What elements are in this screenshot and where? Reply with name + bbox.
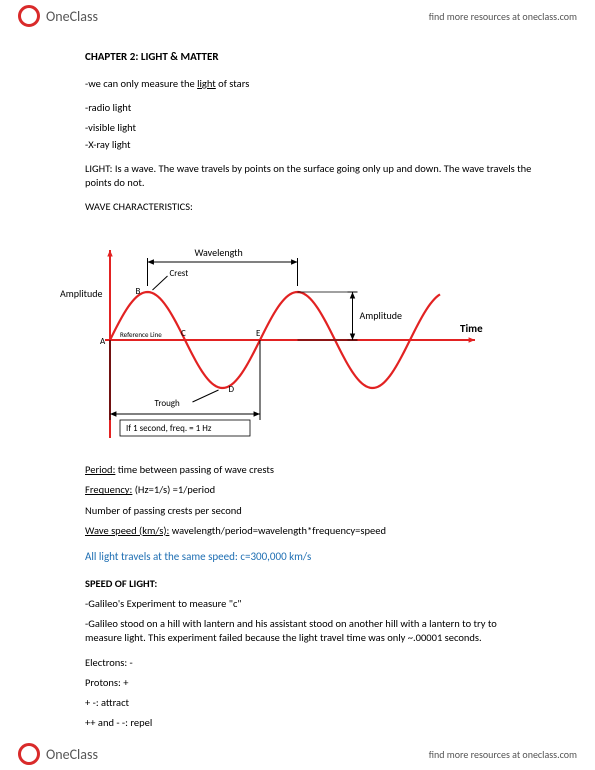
- intro-suffix: of stars: [216, 77, 249, 90]
- chapter-title: CHAPTER 2: LIGHT & MATTER: [85, 50, 535, 63]
- brand: OneClass: [18, 5, 98, 27]
- intro-line: -we can only measure the light of stars: [85, 77, 535, 91]
- wave-speed-def: Wave speed (km/s): wavelength/period=wav…: [85, 524, 535, 538]
- speed-of-light-statement: All light travels at the same speed: c=3…: [85, 550, 535, 563]
- wave-speed-label: Wave speed (km/s):: [85, 524, 169, 537]
- bottom-bar: OneClass find more resources at oneclass…: [0, 738, 595, 770]
- resources-link[interactable]: find more resources at oneclass.com: [429, 10, 577, 23]
- svg-text:If 1 second, freq. = 1 Hz: If 1 second, freq. = 1 Hz: [126, 423, 212, 434]
- svg-text:D: D: [229, 384, 235, 395]
- document-body: CHAPTER 2: LIGHT & MATTER -we can only m…: [85, 50, 535, 730]
- svg-text:Trough: Trough: [155, 398, 181, 409]
- period-text: time between passing of wave crests: [115, 463, 274, 476]
- intro-underline: light: [197, 77, 216, 90]
- brand-footer: OneClass: [18, 743, 98, 765]
- wave-diagram-svg: Reference Line A B C D E Amplitude Time Waveleng…: [55, 220, 495, 445]
- brand-text-footer: OneClass: [46, 746, 98, 763]
- sol-line-2: -Galileo stood on a hill with lantern an…: [85, 617, 535, 645]
- repel-line: ++ and - -: repel: [85, 716, 535, 730]
- brand-text: OneClass: [46, 8, 98, 25]
- frequency-label: Frequency:: [85, 483, 132, 496]
- light-definition: LIGHT: Is a wave. The wave travels by po…: [85, 162, 535, 190]
- list-item: -visible light: [85, 121, 535, 135]
- svg-text:Crest: Crest: [170, 268, 189, 279]
- wave-speed-text: wavelength/period=wavelength*frequency=s…: [169, 524, 386, 537]
- wave-chart: Reference Line A B C D E Amplitude Time Waveleng…: [55, 220, 535, 445]
- frequency-text: (Hz=1/s) =1/period: [132, 483, 215, 496]
- svg-text:Wavelength: Wavelength: [195, 246, 243, 259]
- svg-text:A: A: [100, 336, 106, 347]
- protons-line: Protons: +: [85, 676, 535, 690]
- wave-characteristics-label: WAVE CHARACTERISTICS:: [85, 200, 535, 214]
- svg-text:Amplitude: Amplitude: [60, 287, 102, 300]
- frequency-def: Frequency: (Hz=1/s) =1/period: [85, 483, 535, 497]
- sol-line-1: -Galileo's Experiment to measure "c": [85, 597, 535, 611]
- svg-text:Time: Time: [460, 322, 483, 335]
- svg-text:Amplitude: Amplitude: [360, 309, 402, 322]
- svg-text:Reference Line: Reference Line: [120, 330, 162, 339]
- electrons-line: Electrons: -: [85, 656, 535, 670]
- list-item: -X-ray light: [85, 138, 535, 152]
- svg-text:E: E: [256, 328, 261, 339]
- speed-of-light-heading: SPEED OF LIGHT:: [85, 577, 535, 591]
- brand-logo-icon: [18, 5, 40, 27]
- svg-text:C: C: [181, 328, 186, 339]
- list-item: -radio light: [85, 101, 535, 115]
- top-bar: OneClass find more resources at oneclass…: [0, 0, 595, 32]
- attract-line: + -: attract: [85, 696, 535, 710]
- svg-text:B: B: [136, 286, 141, 297]
- intro-prefix: -we can only measure the: [85, 77, 197, 90]
- light-types: -radio light -visible light -X-ray light: [85, 101, 535, 152]
- resources-link-footer[interactable]: find more resources at oneclass.com: [429, 748, 577, 761]
- brand-logo-icon: [18, 743, 40, 765]
- period-def: Period: time between passing of wave cre…: [85, 463, 535, 477]
- num-crests: Number of passing crests per second: [85, 504, 535, 518]
- period-label: Period:: [85, 463, 115, 476]
